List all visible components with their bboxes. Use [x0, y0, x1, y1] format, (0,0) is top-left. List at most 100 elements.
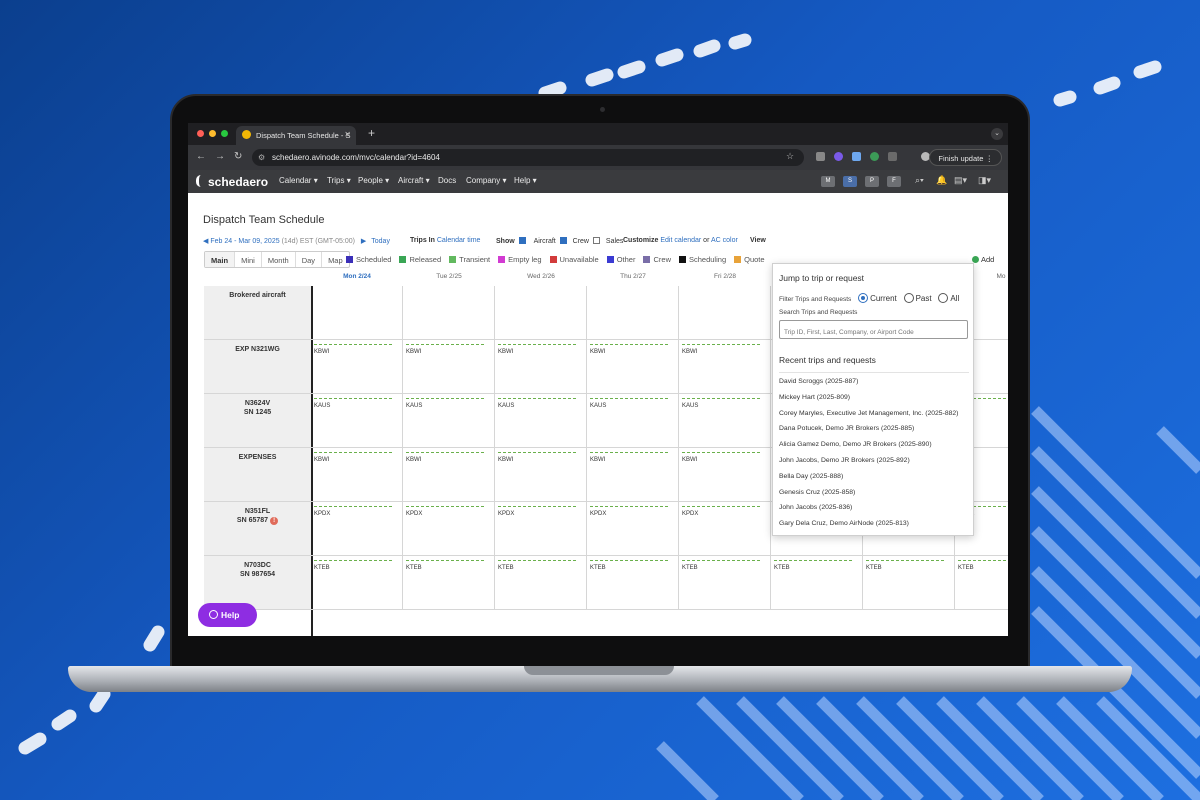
header-badge-s[interactable]: S [843, 176, 857, 187]
extensions-puzzle-icon[interactable] [888, 152, 897, 161]
extension-purple-icon[interactable] [834, 152, 843, 161]
show-crew-checkbox[interactable] [559, 237, 567, 244]
next-range-icon[interactable]: ▶ [360, 238, 367, 245]
schedule-cell[interactable] [955, 448, 1008, 502]
menu-help[interactable]: Help ▾ [514, 176, 537, 185]
schedule-cell[interactable]: KTEB [955, 556, 1008, 610]
view-main-button[interactable]: Main [205, 252, 236, 267]
url-field[interactable]: ⚙ schedaero.avinode.com/mvc/calendar?id=… [252, 149, 804, 166]
tab-search-chevron-icon[interactable]: ⌄ [991, 128, 1003, 140]
header-badge-f[interactable]: F [887, 176, 901, 187]
today-link[interactable]: Today [371, 238, 390, 245]
menu-docs[interactable]: Docs [438, 176, 456, 185]
day-header[interactable]: Thu 2/27 [620, 273, 646, 280]
ac-color-link[interactable]: AC color [710, 237, 738, 244]
trips-in-value[interactable]: Calendar time [436, 237, 481, 244]
schedule-cell[interactable]: KPDX [679, 502, 771, 556]
view-day-button[interactable]: Day [296, 252, 323, 267]
back-arrow-icon[interactable]: ← [196, 151, 206, 162]
schedule-cell[interactable]: KPDX [403, 502, 495, 556]
recent-trip-link[interactable]: David Scroggs (2025-887) [779, 378, 859, 385]
day-header[interactable]: Mon 2/24 [343, 273, 371, 280]
close-window-button[interactable] [197, 130, 204, 137]
schedule-cell[interactable]: KAUS [311, 394, 403, 448]
menu-aircraft[interactable]: Aircraft ▾ [398, 176, 430, 185]
browser-tab[interactable]: Dispatch Team Schedule - S ✕ [236, 126, 356, 145]
schedule-cell[interactable]: KTEB [679, 556, 771, 610]
prev-range-icon[interactable]: ◀ [203, 238, 209, 245]
warning-icon[interactable]: ! [270, 517, 279, 525]
search-icon[interactable]: ⌕▾ [915, 175, 924, 185]
schedule-cell[interactable]: KPDX [587, 502, 679, 556]
schedule-cell[interactable]: KBWI [679, 340, 771, 394]
schedule-cell[interactable] [679, 286, 771, 340]
header-badge-p[interactable]: P [865, 176, 879, 187]
recent-trip-link[interactable]: Alicia Gamez Demo, Demo JR Brokers (2025… [779, 441, 932, 449]
filter-past-radio[interactable] [903, 293, 914, 303]
schedule-cell[interactable]: KBWI [403, 340, 495, 394]
show-aircraft-checkbox[interactable] [518, 237, 526, 244]
schedule-cell[interactable]: KTEB [311, 556, 403, 610]
recent-trip-link[interactable]: John Jacobs (2025-836) [779, 504, 853, 512]
close-tab-icon[interactable]: ✕ [344, 130, 351, 139]
documents-icon[interactable]: ▤▾ [954, 175, 968, 185]
day-header[interactable]: Wed 2/26 [527, 273, 555, 280]
menu-people[interactable]: People ▾ [358, 176, 390, 185]
menu-calendar[interactable]: Calendar ▾ [279, 176, 318, 185]
help-button[interactable]: Help [198, 603, 257, 627]
schedule-cell[interactable]: KBWI [403, 448, 495, 502]
forward-arrow-icon[interactable]: → [215, 151, 225, 162]
grammarly-icon[interactable] [870, 152, 879, 161]
schedule-cell[interactable]: KBWI [311, 340, 403, 394]
minimize-window-button[interactable] [209, 130, 216, 137]
recent-trip-link[interactable]: Dana Potucek, Demo JR Brokers (2025-885) [779, 425, 915, 433]
schedule-cell[interactable]: KBWI [495, 448, 587, 502]
finish-update-button[interactable]: Finish update ⋮ [929, 149, 1002, 166]
recent-trip-link[interactable]: Corey Maryles, Executive Jet Management,… [779, 409, 959, 417]
recent-trip-link[interactable]: Bella Day (2025-888) [779, 472, 844, 480]
recent-trip-link[interactable]: Mickey Hart (2025-809) [779, 393, 851, 401]
new-tab-icon[interactable]: + [368, 126, 376, 140]
aircraft-row-label[interactable]: Brokered aircraft [204, 286, 311, 340]
view-map-button[interactable]: Map [328, 256, 343, 265]
recent-trip-link[interactable]: Gary Dela Cruz, Demo AirNode (2025-813) [779, 520, 909, 528]
schedule-cell[interactable]: KTEB [495, 556, 587, 610]
schedule-cell[interactable] [495, 286, 587, 340]
schedule-cell[interactable]: KBWI [587, 340, 679, 394]
date-range[interactable]: Feb 24 - Mar 09, 2025 [210, 238, 280, 245]
schedule-cell[interactable]: KAUS [495, 394, 587, 448]
aircraft-row-label[interactable]: EXP N321WG [204, 340, 311, 394]
header-badge-m[interactable]: M [821, 176, 835, 187]
schedule-cell[interactable]: KBWI [587, 448, 679, 502]
aircraft-row-label[interactable]: N703DC SN 987654 [204, 556, 311, 610]
profile-avatar-icon[interactable] [921, 152, 930, 161]
app-logo[interactable]: schedaero [208, 175, 269, 189]
bookmark-star-icon[interactable]: ☆ [786, 151, 795, 161]
view-mini-button[interactable]: Mini [235, 252, 262, 267]
schedule-cell[interactable]: KBWI [679, 448, 771, 502]
search-trips-input[interactable] [779, 320, 968, 339]
schedule-cell[interactable] [311, 286, 403, 340]
recent-trip-link[interactable]: John Jacobs, Demo JR Brokers (2025-892) [779, 457, 910, 464]
bell-icon[interactable]: 🔔 [936, 175, 948, 185]
maximize-window-button[interactable] [221, 130, 228, 137]
schedule-cell[interactable]: KTEB [863, 556, 955, 610]
schedule-cell[interactable]: KTEB [771, 556, 863, 610]
schedule-cell[interactable] [955, 286, 1008, 340]
filter-current-radio[interactable] [858, 293, 869, 303]
extension-blue-icon[interactable] [852, 152, 861, 161]
schedule-cell[interactable]: KAUS [679, 394, 771, 448]
reload-icon[interactable]: ↻ [234, 151, 243, 162]
schedule-cell[interactable]: KAUS [587, 394, 679, 448]
schedule-cell[interactable] [587, 286, 679, 340]
schedule-cell[interactable]: KBWI [495, 340, 587, 394]
edit-calendar-link[interactable]: Edit calendar [660, 237, 702, 244]
menu-company[interactable]: Company ▾ [466, 176, 507, 185]
day-header[interactable]: Tue 2/25 [436, 273, 462, 280]
menu-trips[interactable]: Trips ▾ [327, 176, 351, 185]
aircraft-row-label[interactable]: EXPENSES [204, 448, 311, 502]
recent-trip-link[interactable]: Genesis Cruz (2025-858) [779, 488, 856, 496]
view-month-button[interactable]: Month [262, 252, 296, 267]
schedule-cell[interactable]: KTEB [587, 556, 679, 610]
aircraft-row-label[interactable]: N351FL SN 65787! [204, 502, 311, 556]
